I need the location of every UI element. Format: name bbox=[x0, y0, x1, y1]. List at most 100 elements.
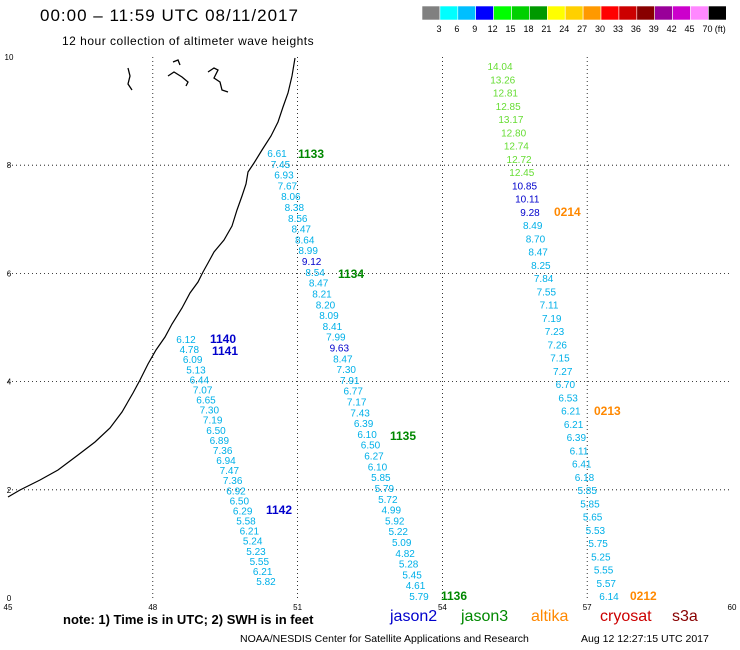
legend-tick-label: 15 bbox=[506, 24, 516, 34]
swh-value: 8.99 bbox=[298, 246, 318, 257]
swh-value: 8.64 bbox=[295, 235, 315, 246]
swh-value: 7.07 bbox=[193, 385, 213, 396]
pass-id-label: 1136 bbox=[441, 589, 467, 603]
swh-value: 6.92 bbox=[226, 486, 246, 497]
swh-value: 5.85 bbox=[577, 486, 597, 497]
swh-value: 8.54 bbox=[305, 268, 325, 279]
pass-id-label: 1134 bbox=[338, 267, 364, 281]
map-title: 00:00 – 11:59 UTC 08/11/2017 bbox=[40, 6, 299, 25]
swh-value: 6.50 bbox=[230, 496, 250, 507]
satellite-label-cryosat: cryosat bbox=[600, 608, 652, 625]
credit-line: NOAA/NESDIS Center for Satellite Applica… bbox=[240, 633, 529, 645]
swh-value: 7.30 bbox=[200, 406, 220, 417]
legend-tick-label: 21 bbox=[541, 24, 551, 34]
swh-value: 6.10 bbox=[357, 430, 377, 441]
swh-value: 5.85 bbox=[580, 499, 600, 510]
swh-value: 7.11 bbox=[540, 301, 559, 312]
y-tick-label: 4 bbox=[7, 378, 12, 387]
swh-value: 7.27 bbox=[553, 367, 573, 378]
legend-tick-label: 3 bbox=[436, 24, 441, 34]
legend-tick-label: 39 bbox=[649, 24, 659, 34]
swh-value: 7.84 bbox=[534, 274, 554, 285]
swh-value: 5.75 bbox=[588, 539, 608, 550]
y-tick-label: 2 bbox=[7, 486, 12, 495]
satellite-label-s3a: s3a bbox=[672, 608, 698, 625]
pass-id-label: 0212 bbox=[630, 589, 657, 603]
generated-timestamp: Aug 12 12:27:15 UTC 2017 bbox=[581, 633, 709, 645]
swh-value: 8.06 bbox=[281, 192, 301, 203]
legend-tick-label: 27 bbox=[577, 24, 587, 34]
swh-value: 8.47 bbox=[333, 354, 353, 365]
swh-value: 6.77 bbox=[343, 387, 363, 398]
swh-value: 6.21 bbox=[240, 527, 260, 538]
swh-value: 8.47 bbox=[309, 279, 329, 290]
swh-value: 8.70 bbox=[526, 234, 546, 245]
legend-tick-label: 12 bbox=[488, 24, 498, 34]
swh-value: 6.29 bbox=[233, 506, 253, 517]
swh-value: 8.49 bbox=[523, 221, 543, 232]
swh-value: 7.23 bbox=[545, 327, 565, 338]
pass-id-label: 0214 bbox=[554, 205, 581, 219]
swh-value: 8.47 bbox=[292, 225, 312, 236]
swh-value: 7.30 bbox=[337, 365, 357, 376]
swh-value: 8.09 bbox=[319, 311, 339, 322]
swh-value: 5.79 bbox=[409, 592, 429, 603]
swh-value: 8.38 bbox=[285, 203, 305, 214]
swh-value: 6.44 bbox=[190, 375, 210, 386]
swh-value: 5.55 bbox=[250, 557, 270, 568]
swh-value: 4.78 bbox=[180, 345, 200, 356]
swh-value: 13.17 bbox=[498, 115, 523, 126]
map-subtitle: 12 hour collection of altimeter wave hei… bbox=[62, 34, 315, 48]
swh-value: 4.82 bbox=[395, 549, 415, 560]
swh-value: 6.14 bbox=[599, 592, 619, 603]
x-tick-label: 57 bbox=[583, 603, 592, 612]
legend-tick-label: 9 bbox=[472, 24, 477, 34]
swh-value: 5.22 bbox=[388, 527, 408, 538]
swh-value: 6.50 bbox=[361, 441, 381, 452]
swh-value: 5.57 bbox=[597, 579, 617, 590]
swh-value: 6.94 bbox=[216, 456, 236, 467]
swh-value: 12.74 bbox=[504, 142, 529, 153]
swh-value: 5.65 bbox=[583, 513, 603, 524]
pass-id-label: 1135 bbox=[390, 429, 416, 443]
x-tick-label: 54 bbox=[438, 603, 447, 612]
swh-value: 7.91 bbox=[340, 376, 360, 387]
pass-id-label: 1133 bbox=[298, 147, 324, 161]
swh-value: 7.36 bbox=[213, 446, 233, 457]
swh-value: 6.21 bbox=[561, 407, 581, 418]
swh-value: 6.70 bbox=[556, 380, 576, 391]
swh-value: 10.11 bbox=[515, 195, 540, 206]
y-tick-label: 8 bbox=[7, 161, 12, 170]
legend-tick-label: 70 bbox=[702, 24, 712, 34]
x-tick-label: 48 bbox=[148, 603, 157, 612]
swh-value: 7.45 bbox=[271, 160, 291, 171]
y-tick-label: 0 bbox=[7, 594, 12, 603]
swh-value: 9.28 bbox=[520, 208, 540, 219]
swh-value: 6.11 bbox=[570, 446, 589, 457]
swh-value: 7.99 bbox=[326, 333, 346, 344]
swh-value: 7.67 bbox=[278, 181, 298, 192]
swh-value: 5.25 bbox=[591, 552, 611, 563]
coastline bbox=[7, 57, 296, 498]
y-tick-label: 10 bbox=[5, 53, 14, 62]
swh-value: 8.25 bbox=[531, 261, 551, 272]
swh-value: 6.10 bbox=[368, 462, 388, 473]
legend-tick-label: 24 bbox=[559, 24, 569, 34]
pass-id-label: 0213 bbox=[594, 404, 621, 418]
swh-value: 12.80 bbox=[501, 128, 526, 139]
pass-id-label: 1142 bbox=[266, 503, 292, 517]
x-tick-label: 60 bbox=[728, 603, 737, 612]
swh-value: 5.28 bbox=[399, 560, 419, 571]
x-tick-label: 51 bbox=[293, 603, 302, 612]
swh-value: 6.53 bbox=[558, 393, 578, 404]
legend-tick-label: 33 bbox=[613, 24, 623, 34]
swh-value: 12.81 bbox=[493, 89, 518, 100]
footer-note: note: 1) Time is in UTC; 2) SWH is in fe… bbox=[63, 612, 314, 627]
swh-value: 5.92 bbox=[385, 516, 405, 527]
legend-unit: (ft) bbox=[715, 24, 726, 34]
legend-tick-label: 30 bbox=[595, 24, 605, 34]
legend-swatch bbox=[708, 5, 727, 21]
swh-value: 5.79 bbox=[375, 484, 395, 495]
swh-value: 10.85 bbox=[512, 181, 537, 192]
